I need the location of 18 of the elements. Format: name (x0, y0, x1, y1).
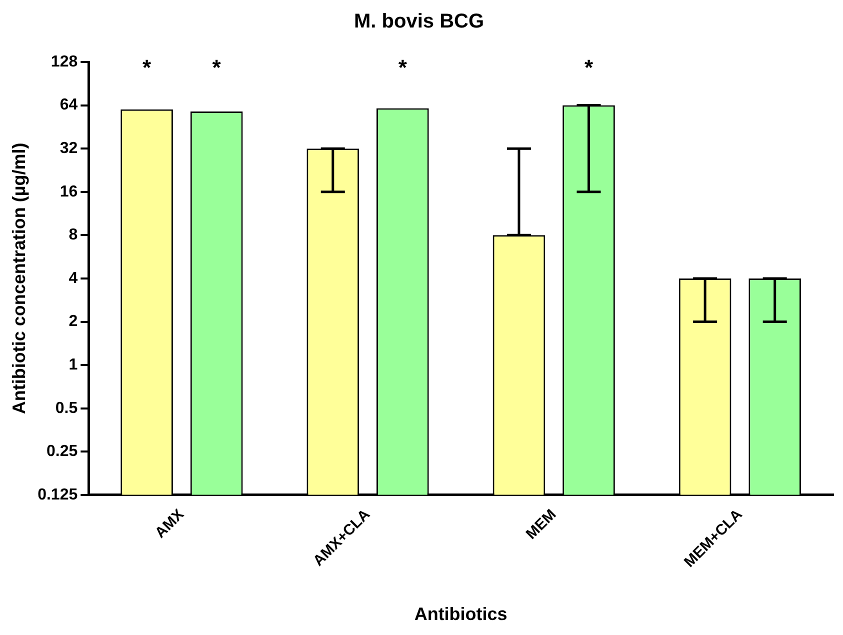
chart-title: M. bovis BCG (354, 10, 484, 33)
y-tick-label: 0.5 (55, 400, 78, 417)
data-label: * (212, 55, 222, 80)
y-tick-label: 128 (50, 53, 78, 70)
y-tick-label: 4 (68, 270, 78, 287)
y-tick-label: 1 (68, 356, 78, 374)
data-label: * (584, 55, 594, 80)
y-tick-label: 64 (60, 96, 78, 114)
y-axis-title: Antibiotic concentration (µg/ml) (8, 142, 29, 414)
y-tick-label: 2 (68, 313, 78, 330)
y-tick-label: 32 (60, 140, 78, 157)
data-label: * (398, 55, 408, 80)
y-tick-label: 0.25 (46, 443, 78, 460)
x-axis-title: Antibiotics (414, 604, 508, 624)
y-tick-label: 0.125 (38, 486, 78, 504)
y-tick-label: 16 (60, 183, 78, 200)
y-tick-label: 8 (68, 226, 78, 244)
data-label: * (142, 55, 152, 80)
